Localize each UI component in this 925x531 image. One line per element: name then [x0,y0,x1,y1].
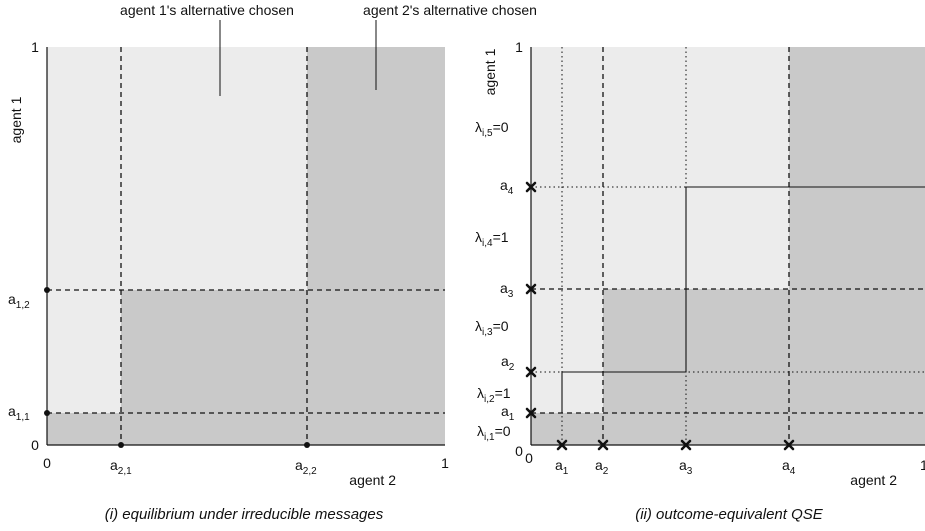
left-y-zero-label: 0 [31,437,39,453]
left-dot-a21 [118,442,124,448]
right-x-axis-label: agent 2 [850,472,897,488]
left-dark-region-bottom [47,413,121,445]
agent1-alt-annotation: agent 1's alternative chosen [120,2,294,18]
right-dark-region-bottom [531,413,603,445]
right-cross-x-a1 [556,439,568,451]
right-origin-zero-b: 0 [525,450,533,466]
right-y-tick-a1: a1 [501,403,515,423]
right-lambda-i2: λi,2=1 [477,385,511,405]
right-x-tick-a1: a1 [555,457,569,477]
left-dot-a22 [304,442,310,448]
right-caption: (ii) outcome-equivalent QSE [635,506,824,523]
right-cross-x-a4 [783,439,795,451]
right-cross-x-a3 [680,439,692,451]
right-origin-zero-a: 0 [515,443,523,459]
right-y-tick-a4: a4 [500,177,514,197]
left-tick-a12: a1,2 [8,291,30,311]
right-dark-region-top-right [789,47,925,187]
right-y-top-label: 1 [515,39,523,55]
left-tick-a11: a1,1 [8,403,30,423]
right-cross-y-a2 [525,366,537,378]
left-x-one-label: 1 [441,455,449,471]
left-y-axis-label: agent 1 [8,96,24,143]
right-cross-y-a4 [525,181,537,193]
right-staircase-line [561,186,925,413]
left-x-axis-label: agent 2 [349,472,396,488]
right-lambda-i3: λi,3=0 [475,318,509,338]
left-tick-a22: a2,2 [295,457,317,477]
right-x-tick-a2: a2 [595,457,609,477]
right-panel: 1 agent 1 0 0 1 agent 2 a4 a3 a2 a1 λi,5… [475,39,925,523]
left-x-zero-label: 0 [43,455,51,471]
agent2-alt-annotation: agent 2's alternative chosen [363,2,537,18]
left-tick-a21: a2,1 [110,457,132,477]
right-lambda-i4: λi,4=1 [475,229,509,249]
right-y-tick-a3: a3 [500,280,514,300]
right-x-tick-a3: a3 [679,457,693,477]
left-panel: 1 0 0 1 agent 1 agent 2 a1,2 a1,1 a2,1 a… [8,2,537,523]
left-dot-a11 [44,410,50,416]
right-x-one-label: 1 [920,457,925,473]
left-y-top-label: 1 [31,39,39,55]
right-y-axis-label: agent 1 [482,48,498,95]
right-cross-y-a3 [525,283,537,295]
left-dot-a12 [44,287,50,293]
right-x-tick-a4: a4 [782,457,796,477]
right-cross-x-a2 [597,439,609,451]
left-caption: (i) equilibrium under irreducible messag… [105,506,384,523]
right-lambda-i5: λi,5=0 [475,119,509,139]
right-dark-region-middle [603,289,925,445]
right-lambda-i1: λi,1=0 [477,423,511,443]
right-dark-region-upper-right [789,187,925,289]
left-dark-region-middle [121,290,445,445]
right-cross-y-a1 [525,407,537,419]
right-y-tick-a2: a2 [501,353,515,373]
